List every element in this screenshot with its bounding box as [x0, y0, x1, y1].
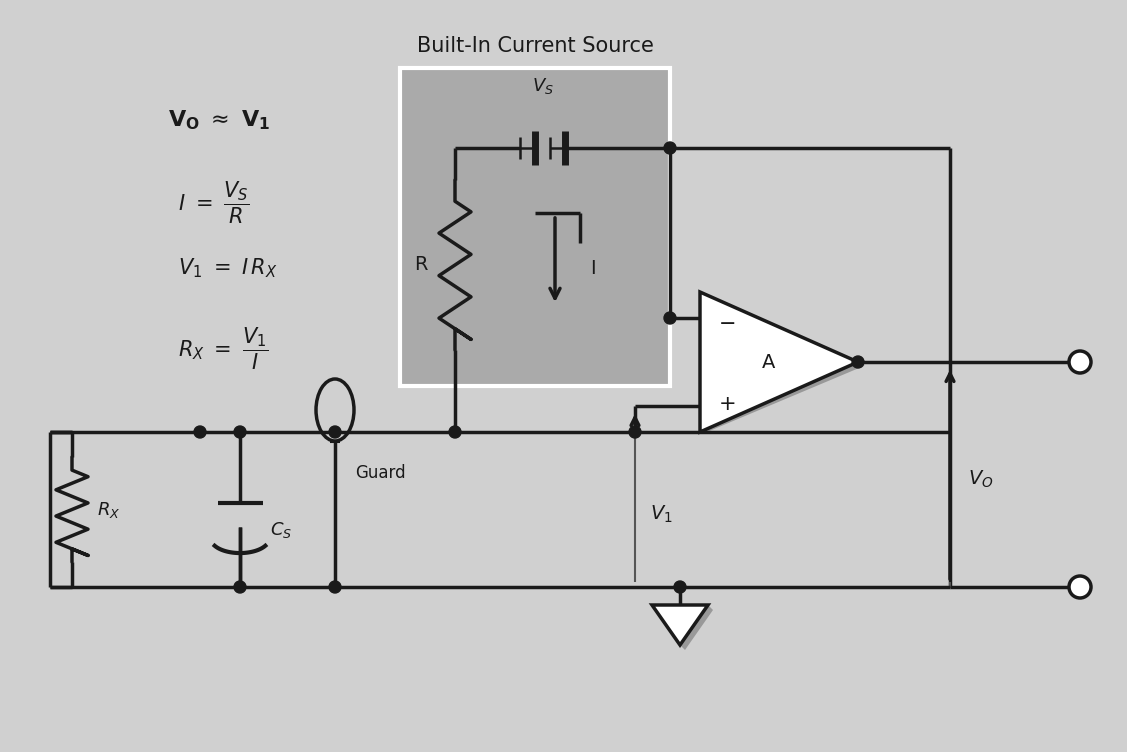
Text: $R_X\ =\ \dfrac{V_1}{I}$: $R_X\ =\ \dfrac{V_1}{I}$	[178, 326, 268, 372]
Text: R: R	[415, 256, 428, 274]
Circle shape	[449, 426, 461, 438]
Polygon shape	[700, 362, 866, 432]
Bar	[400, 68, 669, 386]
Circle shape	[329, 581, 341, 593]
Text: A: A	[762, 353, 775, 371]
Polygon shape	[680, 605, 713, 650]
Circle shape	[664, 142, 676, 154]
Circle shape	[194, 426, 206, 438]
Text: +: +	[719, 394, 737, 414]
Text: $C_S$: $C_S$	[270, 520, 292, 539]
Polygon shape	[653, 605, 708, 645]
Circle shape	[234, 426, 246, 438]
Circle shape	[329, 426, 341, 438]
Text: −: −	[719, 314, 737, 334]
Text: $I\ =\ \dfrac{V_S}{R}$: $I\ =\ \dfrac{V_S}{R}$	[178, 180, 249, 226]
Text: $\mathbf{V_O}\ \approx\ \mathbf{V_1}$: $\mathbf{V_O}\ \approx\ \mathbf{V_1}$	[168, 108, 270, 132]
Circle shape	[664, 312, 676, 324]
Circle shape	[1070, 576, 1091, 598]
Text: $V_1$: $V_1$	[650, 504, 673, 525]
Circle shape	[1070, 351, 1091, 373]
Circle shape	[629, 426, 641, 438]
Text: $V_1\ =\ I\,R_X$: $V_1\ =\ I\,R_X$	[178, 256, 277, 280]
Text: I: I	[591, 259, 596, 278]
Circle shape	[674, 581, 686, 593]
Circle shape	[234, 581, 246, 593]
Text: $V_O$: $V_O$	[968, 468, 994, 490]
Text: $V_S$: $V_S$	[532, 76, 553, 96]
Circle shape	[852, 356, 864, 368]
Text: Guard: Guard	[355, 464, 406, 482]
Text: $R_X$: $R_X$	[97, 499, 121, 520]
Polygon shape	[700, 292, 858, 432]
Text: Built-In Current Source: Built-In Current Source	[417, 36, 654, 56]
